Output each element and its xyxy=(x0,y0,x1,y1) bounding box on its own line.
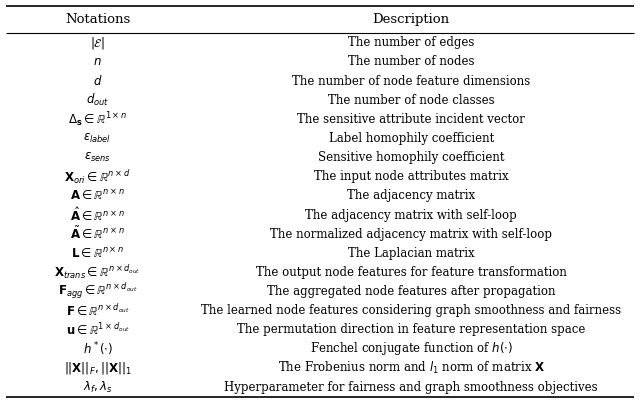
Text: $||\mathbf{X}||_F, ||\mathbf{X}||_1$: $||\mathbf{X}||_F, ||\mathbf{X}||_1$ xyxy=(64,360,131,376)
Text: The normalized adjacency matrix with self-loop: The normalized adjacency matrix with sel… xyxy=(270,228,552,241)
Text: $|\mathcal{E}|$: $|\mathcal{E}|$ xyxy=(90,35,105,51)
Text: $\mathbf{F}_{agg} \in \mathbb{R}^{n \times d_{out}}$: $\mathbf{F}_{agg} \in \mathbb{R}^{n \tim… xyxy=(58,282,138,302)
Text: $\lambda_f, \lambda_s$: $\lambda_f, \lambda_s$ xyxy=(83,380,113,395)
Text: $\mathbf{A} \in \mathbb{R}^{n \times n}$: $\mathbf{A} \in \mathbb{R}^{n \times n}$ xyxy=(70,189,125,203)
Text: $\Delta_{\mathbf{s}} \in \mathbb{R}^{1 \times n}$: $\Delta_{\mathbf{s}} \in \mathbb{R}^{1 \… xyxy=(68,110,127,129)
Text: $\mathbf{X}_{ori} \in \mathbb{R}^{n \times d}$: $\mathbf{X}_{ori} \in \mathbb{R}^{n \tim… xyxy=(65,168,131,186)
Text: The number of node classes: The number of node classes xyxy=(328,94,495,107)
Text: The Frobenius norm and $l_1$ norm of matrix $\mathbf{X}$: The Frobenius norm and $l_1$ norm of mat… xyxy=(278,360,545,376)
Text: $\mathbf{L} \in \mathbb{R}^{n \times n}$: $\mathbf{L} \in \mathbb{R}^{n \times n}$ xyxy=(71,246,124,260)
Text: $\mathbf{F} \in \mathbb{R}^{n \times d_{out}}$: $\mathbf{F} \in \mathbb{R}^{n \times d_{… xyxy=(66,303,129,319)
Text: Sensitive homophily coefficient: Sensitive homophily coefficient xyxy=(318,151,504,164)
Text: The Laplacian matrix: The Laplacian matrix xyxy=(348,247,474,260)
Text: $h^*(\cdot)$: $h^*(\cdot)$ xyxy=(83,340,113,358)
Text: The sensitive attribute incident vector: The sensitive attribute incident vector xyxy=(297,113,525,126)
Text: $d$: $d$ xyxy=(93,74,102,88)
Text: The permutation direction in feature representation space: The permutation direction in feature rep… xyxy=(237,323,586,336)
Text: The output node features for feature transformation: The output node features for feature tra… xyxy=(256,266,566,279)
Text: $\epsilon_{label}$: $\epsilon_{label}$ xyxy=(83,132,112,145)
Text: The number of edges: The number of edges xyxy=(348,36,474,49)
Text: The input node attributes matrix: The input node attributes matrix xyxy=(314,170,509,183)
Text: $\tilde{\mathbf{A}} \in \mathbb{R}^{n \times n}$: $\tilde{\mathbf{A}} \in \mathbb{R}^{n \t… xyxy=(70,226,125,242)
Text: Hyperparameter for fairness and graph smoothness objectives: Hyperparameter for fairness and graph sm… xyxy=(225,381,598,394)
Text: Fenchel conjugate function of $h(\cdot)$: Fenchel conjugate function of $h(\cdot)$ xyxy=(310,340,513,358)
Text: $\epsilon_{sens}$: $\epsilon_{sens}$ xyxy=(84,151,111,164)
Text: Notations: Notations xyxy=(65,13,130,26)
Text: The aggregated node features after propagation: The aggregated node features after propa… xyxy=(267,285,556,298)
Text: Label homophily coefficient: Label homophily coefficient xyxy=(328,132,494,145)
Text: Description: Description xyxy=(372,13,450,26)
Text: $\mathbf{X}_{trans} \in \mathbb{R}^{n \times d_{out}}$: $\mathbf{X}_{trans} \in \mathbb{R}^{n \t… xyxy=(54,264,141,282)
Text: $n$: $n$ xyxy=(93,56,102,68)
Text: The number of nodes: The number of nodes xyxy=(348,56,474,68)
Text: The number of node feature dimensions: The number of node feature dimensions xyxy=(292,74,531,88)
Text: $\mathbf{u} \in \mathbb{R}^{1 \times d_{out}}$: $\mathbf{u} \in \mathbb{R}^{1 \times d_{… xyxy=(65,322,130,338)
Text: $\hat{\mathbf{A}} \in \mathbb{R}^{n \times n}$: $\hat{\mathbf{A}} \in \mathbb{R}^{n \tim… xyxy=(70,206,125,224)
Text: The learned node features considering graph smoothness and fairness: The learned node features considering gr… xyxy=(201,304,621,317)
Text: The adjacency matrix with self-loop: The adjacency matrix with self-loop xyxy=(305,208,517,222)
Text: $d_{out}$: $d_{out}$ xyxy=(86,92,109,108)
Text: The adjacency matrix: The adjacency matrix xyxy=(347,189,476,202)
